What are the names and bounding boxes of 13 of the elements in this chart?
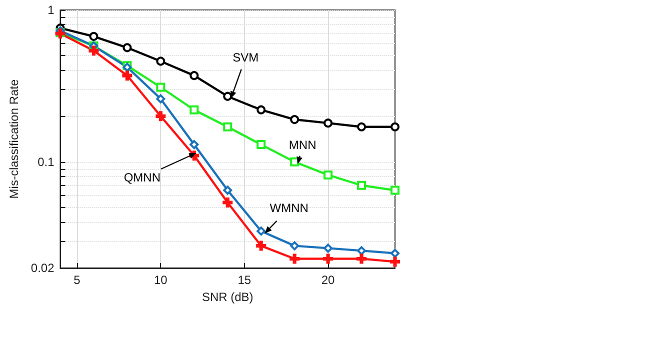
x-tick-label: 10: [154, 273, 168, 287]
y-tick-label: 0.02: [30, 261, 55, 275]
text: QMNN: [124, 170, 160, 185]
text: SVM: [232, 50, 259, 64]
x-tick-label: 5: [74, 273, 81, 287]
x-axis-title: SNR (dB): [202, 290, 254, 304]
y-axis-title: Mis-classification Rate: [7, 78, 21, 199]
x-tick-label: 15: [238, 273, 252, 287]
y-tick-label: 1: [48, 3, 55, 17]
x-tick-label: 20: [321, 273, 336, 287]
series-label: WMNN: [270, 201, 308, 216]
y-tick-label: 0.1: [38, 154, 55, 169]
series-label: MNN: [288, 138, 316, 152]
